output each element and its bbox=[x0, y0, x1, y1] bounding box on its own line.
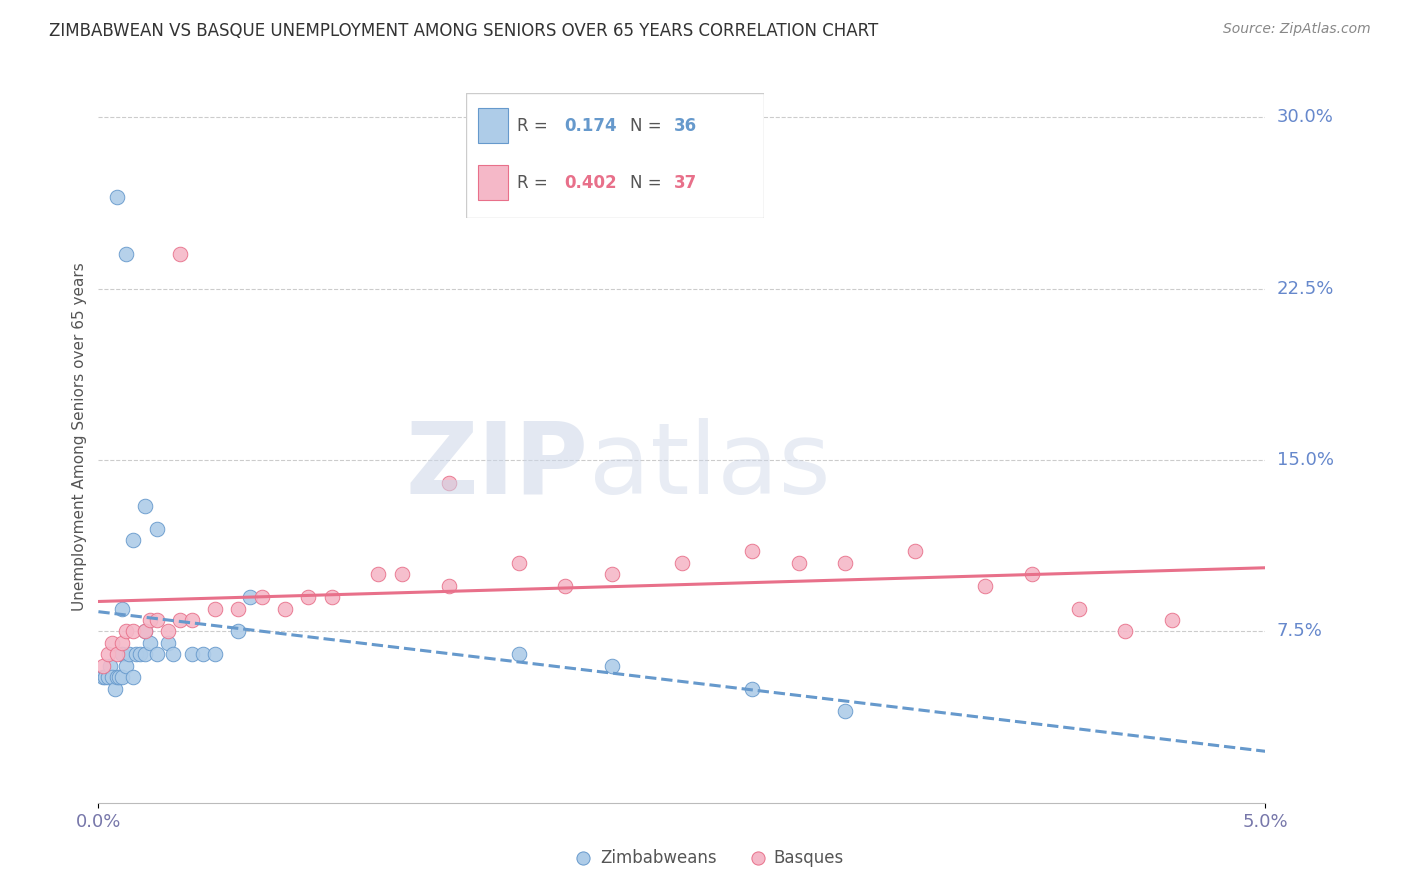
Point bbox=[129, 647, 152, 661]
Point bbox=[391, 567, 413, 582]
Point bbox=[834, 556, 856, 570]
Point bbox=[98, 658, 121, 673]
Point bbox=[204, 601, 226, 615]
Point bbox=[974, 579, 997, 593]
Point bbox=[250, 590, 273, 604]
Point bbox=[105, 670, 128, 684]
Point bbox=[508, 647, 530, 661]
Point bbox=[297, 590, 319, 604]
Point bbox=[111, 670, 134, 684]
Point bbox=[91, 670, 114, 684]
Point bbox=[204, 647, 226, 661]
Point bbox=[1161, 613, 1184, 627]
Point bbox=[134, 499, 156, 513]
Point bbox=[1021, 567, 1043, 582]
Point bbox=[554, 579, 576, 593]
Point bbox=[239, 590, 262, 604]
Point bbox=[834, 705, 856, 719]
Point bbox=[91, 658, 114, 673]
Point bbox=[321, 590, 343, 604]
Point bbox=[157, 636, 180, 650]
Point bbox=[1067, 601, 1090, 615]
Text: 22.5%: 22.5% bbox=[1277, 279, 1334, 298]
Text: Source: ZipAtlas.com: Source: ZipAtlas.com bbox=[1223, 22, 1371, 37]
Point bbox=[600, 567, 623, 582]
Point bbox=[1114, 624, 1136, 639]
Text: atlas: atlas bbox=[589, 417, 830, 515]
Text: 15.0%: 15.0% bbox=[1277, 451, 1333, 469]
Point bbox=[97, 647, 120, 661]
Point bbox=[787, 556, 810, 570]
Text: 7.5%: 7.5% bbox=[1277, 623, 1323, 640]
Point bbox=[115, 658, 138, 673]
Point bbox=[274, 601, 297, 615]
Point bbox=[157, 624, 180, 639]
Point bbox=[134, 624, 156, 639]
Point bbox=[97, 670, 120, 684]
Point bbox=[94, 670, 117, 684]
Text: Basques: Basques bbox=[773, 848, 844, 867]
Point bbox=[139, 613, 162, 627]
Point bbox=[111, 647, 134, 661]
Point bbox=[122, 670, 145, 684]
Point bbox=[104, 681, 127, 696]
Point bbox=[101, 670, 124, 684]
Point bbox=[437, 475, 460, 490]
Point bbox=[146, 647, 169, 661]
Point bbox=[115, 624, 138, 639]
Point bbox=[508, 556, 530, 570]
Point bbox=[180, 647, 202, 661]
Point bbox=[122, 533, 145, 547]
Point bbox=[169, 613, 191, 627]
Point bbox=[904, 544, 927, 558]
Point bbox=[134, 647, 156, 661]
Point bbox=[105, 647, 128, 661]
Point bbox=[111, 601, 134, 615]
Point bbox=[741, 544, 763, 558]
Point bbox=[228, 624, 250, 639]
Point bbox=[600, 658, 623, 673]
Point bbox=[134, 624, 156, 639]
Point bbox=[671, 556, 693, 570]
Y-axis label: Unemployment Among Seniors over 65 years: Unemployment Among Seniors over 65 years bbox=[72, 263, 87, 611]
Point bbox=[115, 247, 138, 261]
Point bbox=[367, 567, 389, 582]
Point bbox=[125, 647, 148, 661]
Point bbox=[193, 647, 215, 661]
Point bbox=[111, 636, 134, 650]
Point bbox=[741, 681, 763, 696]
Text: Zimbabweans: Zimbabweans bbox=[600, 848, 717, 867]
Text: 30.0%: 30.0% bbox=[1277, 108, 1333, 126]
Point bbox=[108, 670, 131, 684]
Point bbox=[146, 521, 169, 535]
Point bbox=[118, 647, 141, 661]
Point bbox=[228, 601, 250, 615]
Point bbox=[101, 636, 124, 650]
Point bbox=[139, 636, 162, 650]
Point bbox=[169, 247, 191, 261]
Point bbox=[180, 613, 202, 627]
Point bbox=[122, 624, 145, 639]
Point bbox=[105, 190, 128, 204]
Point bbox=[162, 647, 184, 661]
Point bbox=[437, 579, 460, 593]
Point bbox=[146, 613, 169, 627]
Text: ZIMBABWEAN VS BASQUE UNEMPLOYMENT AMONG SENIORS OVER 65 YEARS CORRELATION CHART: ZIMBABWEAN VS BASQUE UNEMPLOYMENT AMONG … bbox=[49, 22, 879, 40]
Text: ZIP: ZIP bbox=[406, 417, 589, 515]
